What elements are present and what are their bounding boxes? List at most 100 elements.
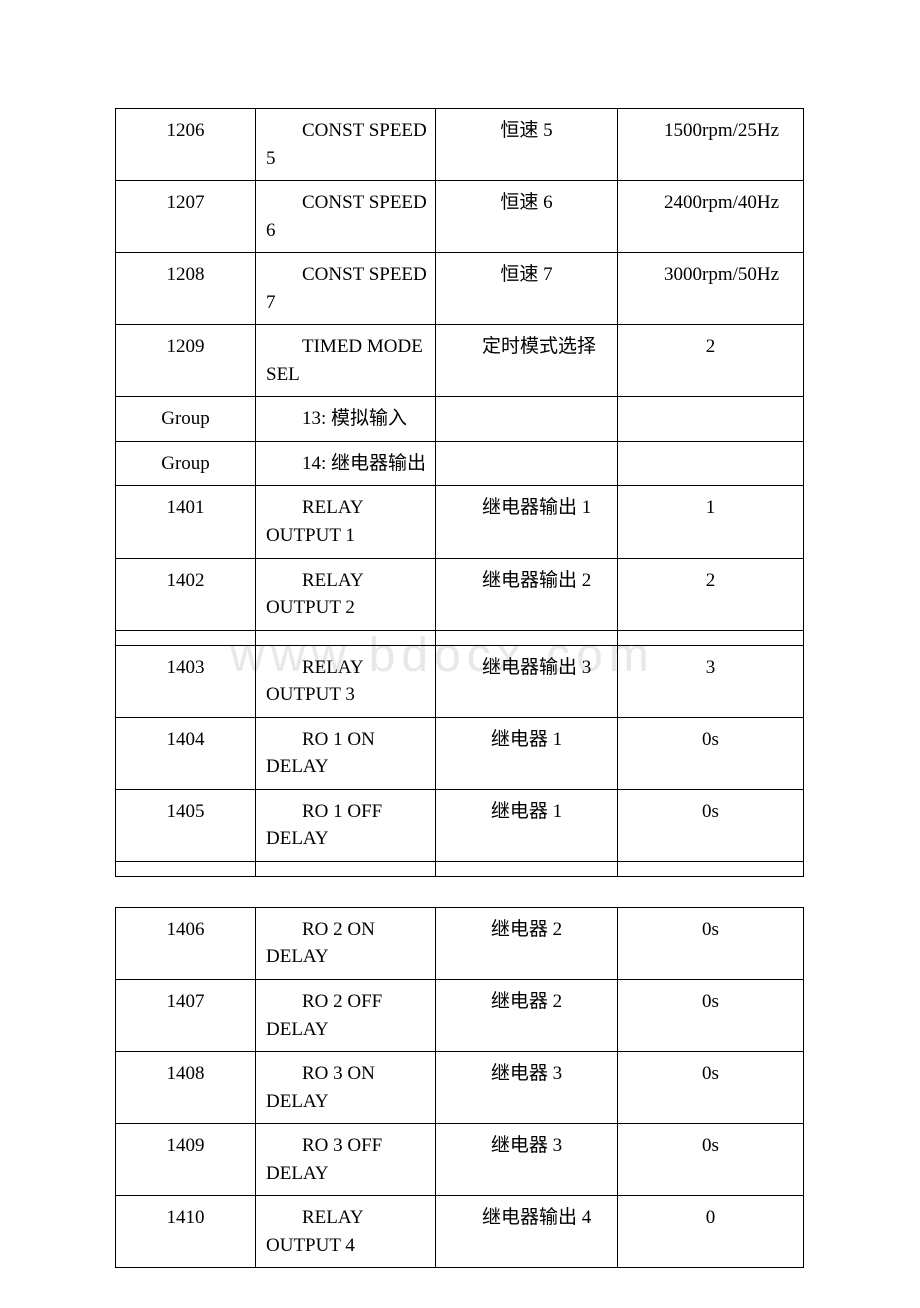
param-desc: 继电器 2 — [436, 916, 617, 944]
param-code: 1405 — [116, 798, 255, 826]
param-code: 1409 — [116, 1132, 255, 1160]
table-row: Group14: 继电器输出 — [116, 441, 804, 486]
param-desc: 恒速 5 — [436, 117, 617, 145]
param-code-cell: Group — [116, 441, 256, 486]
document-page: www.bdocx.com 1206CONST SPEED 5恒速 51500r… — [0, 0, 920, 1308]
param-name-cell: CONST SPEED 5 — [256, 109, 436, 181]
param-name-cell: CONST SPEED 6 — [256, 181, 436, 253]
param-value-cell: 0s — [618, 980, 804, 1052]
param-value-cell — [618, 397, 804, 442]
param-code: 1401 — [116, 494, 255, 522]
param-value: 0s — [618, 1060, 803, 1088]
param-code: 1406 — [116, 916, 255, 944]
param-code-cell: 1407 — [116, 980, 256, 1052]
table-row: Group13: 模拟输入 — [116, 397, 804, 442]
table-row: 1407RO 2 OFF DELAY继电器 20s — [116, 980, 804, 1052]
table-row: 1208CONST SPEED 7恒速 73000rpm/50Hz — [116, 253, 804, 325]
param-desc-cell — [436, 397, 618, 442]
param-code-cell: 1206 — [116, 109, 256, 181]
param-value: 3 — [618, 654, 803, 682]
param-value-cell: 0s — [618, 1052, 804, 1124]
param-desc-cell — [436, 441, 618, 486]
table-row: 1209TIMED MODE SEL定时模式选择2 — [116, 325, 804, 397]
param-value-cell: 1500rpm/25Hz — [618, 109, 804, 181]
param-value: 2400rpm/40Hz — [618, 189, 803, 217]
empty-cell — [256, 861, 436, 876]
param-code-cell: 1406 — [116, 907, 256, 979]
param-value: 0 — [618, 1204, 803, 1232]
empty-cell — [436, 630, 618, 645]
param-value-cell — [618, 441, 804, 486]
param-name-cell: RELAY OUTPUT 1 — [256, 486, 436, 558]
param-code-cell: 1410 — [116, 1196, 256, 1268]
table-row: 1402RELAY OUTPUT 2继电器输出 22 — [116, 558, 804, 630]
param-name-cell: TIMED MODE SEL — [256, 325, 436, 397]
param-desc-cell: 继电器 1 — [436, 789, 618, 861]
empty-cell — [618, 630, 804, 645]
param-name: CONST SPEED 5 — [256, 117, 435, 172]
param-code-cell: 1207 — [116, 181, 256, 253]
param-code: 1208 — [116, 261, 255, 289]
table-row: 1404RO 1 ON DELAY继电器 10s — [116, 717, 804, 789]
param-desc: 继电器 3 — [436, 1132, 617, 1160]
param-desc: 继电器输出 1 — [436, 494, 617, 522]
table-row: 1401RELAY OUTPUT 1继电器输出 11 — [116, 486, 804, 558]
table-row: 1206CONST SPEED 5恒速 51500rpm/25Hz — [116, 109, 804, 181]
param-value: 0s — [618, 916, 803, 944]
table-row: 1405RO 1 OFF DELAY继电器 10s — [116, 789, 804, 861]
empty-cell — [116, 861, 256, 876]
param-desc-cell: 继电器输出 2 — [436, 558, 618, 630]
param-name-cell: 13: 模拟输入 — [256, 397, 436, 442]
param-code-cell: 1209 — [116, 325, 256, 397]
param-name: RO 1 ON DELAY — [256, 726, 435, 781]
param-name: TIMED MODE SEL — [256, 333, 435, 388]
param-value-cell: 2400rpm/40Hz — [618, 181, 804, 253]
param-value-cell: 0 — [618, 1196, 804, 1268]
param-code-cell: 1405 — [116, 789, 256, 861]
param-desc-cell: 继电器输出 4 — [436, 1196, 618, 1268]
param-desc-cell: 继电器 1 — [436, 717, 618, 789]
param-code: 1407 — [116, 988, 255, 1016]
param-name: RO 3 ON DELAY — [256, 1060, 435, 1115]
param-name: RO 3 OFF DELAY — [256, 1132, 435, 1187]
param-value: 0s — [618, 988, 803, 1016]
param-desc: 定时模式选择 — [436, 333, 617, 361]
param-value: 0s — [618, 798, 803, 826]
param-code-cell: 1404 — [116, 717, 256, 789]
param-desc-cell: 继电器输出 3 — [436, 645, 618, 717]
param-name: 14: 继电器输出 — [256, 450, 435, 478]
param-code: 1408 — [116, 1060, 255, 1088]
param-code-cell: Group — [116, 397, 256, 442]
param-desc-cell: 继电器 3 — [436, 1124, 618, 1196]
param-desc: 继电器输出 4 — [436, 1204, 617, 1232]
parameter-table-2: 1406RO 2 ON DELAY继电器 20s1407RO 2 OFF DEL… — [115, 907, 804, 1268]
param-code: Group — [116, 450, 255, 478]
param-name-cell: 14: 继电器输出 — [256, 441, 436, 486]
param-desc-cell: 继电器 2 — [436, 980, 618, 1052]
param-desc-cell: 继电器输出 1 — [436, 486, 618, 558]
param-value: 0s — [618, 1132, 803, 1160]
param-code: Group — [116, 405, 255, 433]
param-name: RELAY OUTPUT 3 — [256, 654, 435, 709]
param-name-cell: RO 2 ON DELAY — [256, 907, 436, 979]
param-code-cell: 1403 — [116, 645, 256, 717]
table-row: 1408RO 3 ON DELAY继电器 30s — [116, 1052, 804, 1124]
param-value-cell: 2 — [618, 558, 804, 630]
param-desc: 继电器输出 3 — [436, 654, 617, 682]
param-value: 3000rpm/50Hz — [618, 261, 803, 289]
param-name: RELAY OUTPUT 4 — [256, 1204, 435, 1259]
param-desc-cell: 恒速 5 — [436, 109, 618, 181]
table-row: 1403RELAY OUTPUT 3继电器输出 33 — [116, 645, 804, 717]
table-row: 1406RO 2 ON DELAY继电器 20s — [116, 907, 804, 979]
param-code-cell: 1402 — [116, 558, 256, 630]
param-desc: 继电器 1 — [436, 726, 617, 754]
param-code: 1209 — [116, 333, 255, 361]
param-name-cell: RO 1 ON DELAY — [256, 717, 436, 789]
param-code-cell: 1408 — [116, 1052, 256, 1124]
param-name: RELAY OUTPUT 1 — [256, 494, 435, 549]
table-row: 1207CONST SPEED 6恒速 62400rpm/40Hz — [116, 181, 804, 253]
param-name-cell: RELAY OUTPUT 2 — [256, 558, 436, 630]
empty-cell — [116, 630, 256, 645]
parameter-table-1: 1206CONST SPEED 5恒速 51500rpm/25Hz1207CON… — [115, 108, 804, 877]
param-desc-cell: 继电器 3 — [436, 1052, 618, 1124]
